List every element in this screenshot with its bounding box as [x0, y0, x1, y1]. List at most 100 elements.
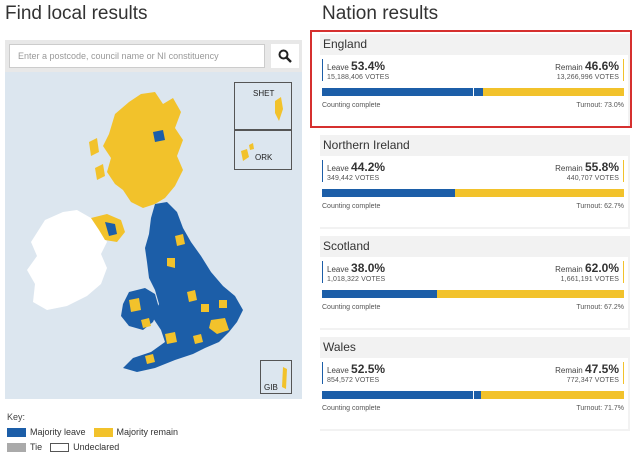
remain-swatch	[93, 427, 113, 437]
search-icon	[278, 49, 292, 63]
result-bar	[322, 290, 624, 298]
orkney-inset[interactable]: ORK	[234, 130, 292, 170]
nation-name: Wales	[323, 340, 356, 354]
shetland-label: SHET	[253, 89, 275, 98]
leave-result: Leave 38.0% 1,018,322 VOTES	[322, 261, 385, 283]
england-remain-north[interactable]	[167, 234, 185, 268]
turnout: Turnout: 73.0%	[576, 102, 624, 109]
nation-result-body: Leave 44.2% 349,442 VOTES Remain 55.8% 4…	[320, 156, 628, 227]
result-bar	[322, 391, 624, 399]
key-majority-leave: Majority leave	[7, 427, 86, 437]
remain-label: Remain	[555, 366, 583, 375]
undeclared-swatch	[50, 442, 70, 452]
result-bar-leave	[322, 189, 456, 197]
remain-votes: 13,266,996 VOTES	[556, 74, 619, 81]
find-local-results-panel: Find local results	[0, 0, 302, 471]
key-undeclared-label: Undeclared	[73, 442, 120, 452]
uk-map[interactable]	[5, 72, 302, 399]
results-map[interactable]: SHET ORK GIB	[5, 72, 302, 399]
result-bar-midpoint	[473, 391, 474, 399]
remain-percent: 55.8%	[584, 160, 619, 174]
nation-card-northern-ireland[interactable]: Northern Ireland Leave 44.2% 349,442 VOT…	[320, 135, 630, 229]
leave-label: Leave	[327, 164, 349, 173]
find-local-results-title: Find local results	[5, 3, 148, 24]
turnout: Turnout: 71.7%	[576, 405, 624, 412]
scotland-region[interactable]	[103, 92, 183, 208]
remain-percent: 46.6%	[584, 59, 619, 73]
leave-votes: 1,018,322 VOTES	[327, 276, 386, 283]
result-bar-leave	[322, 290, 437, 298]
remain-result: Remain 47.5% 772,347 VOTES	[555, 362, 624, 384]
orkney-label: ORK	[255, 153, 273, 162]
leave-percent: 52.5%	[351, 362, 386, 376]
map-key: Key: Majority leave Majority remain Tie …	[7, 412, 186, 452]
england-remain-london[interactable]	[209, 318, 229, 334]
nation-card-england[interactable]: England Leave 53.4% 15,188,406 VOTES Rem…	[320, 34, 630, 128]
tie-swatch	[7, 442, 26, 452]
result-bar-leave	[322, 88, 484, 96]
england-remain-midlands[interactable]	[187, 290, 209, 312]
search-button[interactable]	[271, 44, 299, 68]
gibraltar-shape	[282, 367, 287, 389]
result-bar-midpoint	[473, 88, 474, 96]
nation-card-wales[interactable]: Wales Leave 52.5% 854,572 VOTES Remain 4…	[320, 337, 630, 431]
orkney-shape	[241, 143, 254, 161]
leave-percent: 38.0%	[351, 261, 386, 275]
remain-label: Remain	[555, 63, 583, 72]
nation-result-body: Leave 52.5% 854,572 VOTES Remain 47.5% 7…	[320, 358, 628, 429]
nation-card-scotland[interactable]: Scotland Leave 38.0% 1,018,322 VOTES Rem…	[320, 236, 630, 330]
key-majority-remain: Majority remain	[93, 427, 178, 437]
england-remain-southwest[interactable]	[145, 332, 177, 364]
search-bar	[5, 40, 302, 72]
nation-name: England	[323, 37, 368, 51]
leave-votes: 349,442 VOTES	[327, 175, 380, 182]
remain-result: Remain 62.0% 1,661,191 VOTES	[555, 261, 624, 283]
shetland-shape	[275, 97, 283, 121]
leave-swatch	[7, 427, 26, 437]
northern-ireland-leave[interactable]	[105, 222, 117, 236]
result-bar	[322, 88, 624, 96]
remain-result: Remain 46.6% 13,266,996 VOTES	[555, 59, 624, 81]
nation-name: Northern Ireland	[323, 138, 410, 152]
remain-percent: 47.5%	[584, 362, 619, 376]
leave-label: Leave	[327, 265, 349, 274]
remain-votes: 772,347 VOTES	[566, 377, 619, 384]
leave-label: Leave	[327, 63, 349, 72]
leave-votes: 15,188,406 VOTES	[327, 74, 390, 81]
result-bar	[322, 189, 624, 197]
wales-remain-areas[interactable]	[129, 298, 151, 328]
nation-result-body: Leave 53.4% 15,188,406 VOTES Remain 46.6…	[320, 55, 628, 126]
nation-result-body: Leave 38.0% 1,018,322 VOTES Remain 62.0%…	[320, 257, 628, 328]
key-row-majority: Majority leave Majority remain	[7, 427, 186, 437]
ireland-shape	[27, 210, 107, 310]
leave-result: Leave 53.4% 15,188,406 VOTES	[322, 59, 389, 81]
remain-votes: 440,707 VOTES	[566, 175, 619, 182]
england-highlight-box	[310, 30, 632, 128]
key-majority-leave-label: Majority leave	[30, 427, 86, 437]
key-row-other: Tie Undeclared	[7, 442, 186, 452]
key-undeclared: Undeclared	[50, 442, 119, 452]
nation-results-panel: Nation results England Leave 53.4% 15,18…	[320, 0, 632, 471]
scotland-leave-moray[interactable]	[153, 130, 165, 142]
result-bar-leave	[322, 391, 481, 399]
leave-result: Leave 44.2% 349,442 VOTES	[322, 160, 385, 182]
counting-status: Counting complete	[322, 405, 381, 412]
england-region[interactable]	[123, 202, 243, 372]
nation-results-title: Nation results	[322, 3, 439, 24]
remain-percent: 62.0%	[584, 261, 619, 275]
remain-label: Remain	[555, 164, 583, 173]
counting-status: Counting complete	[322, 102, 381, 109]
search-input[interactable]	[9, 44, 265, 68]
gibraltar-inset[interactable]: GIB	[260, 360, 292, 394]
key-tie: Tie	[7, 442, 42, 452]
leave-label: Leave	[327, 366, 349, 375]
counting-status: Counting complete	[322, 203, 381, 210]
turnout: Turnout: 67.2%	[576, 304, 624, 311]
england-remain-misc[interactable]	[193, 300, 227, 344]
shetland-inset[interactable]: SHET	[234, 82, 292, 130]
leave-percent: 44.2%	[351, 160, 386, 174]
scotland-islands	[89, 138, 105, 180]
leave-percent: 53.4%	[351, 59, 386, 73]
remain-votes: 1,661,191 VOTES	[560, 276, 619, 283]
key-tie-label: Tie	[30, 442, 43, 452]
